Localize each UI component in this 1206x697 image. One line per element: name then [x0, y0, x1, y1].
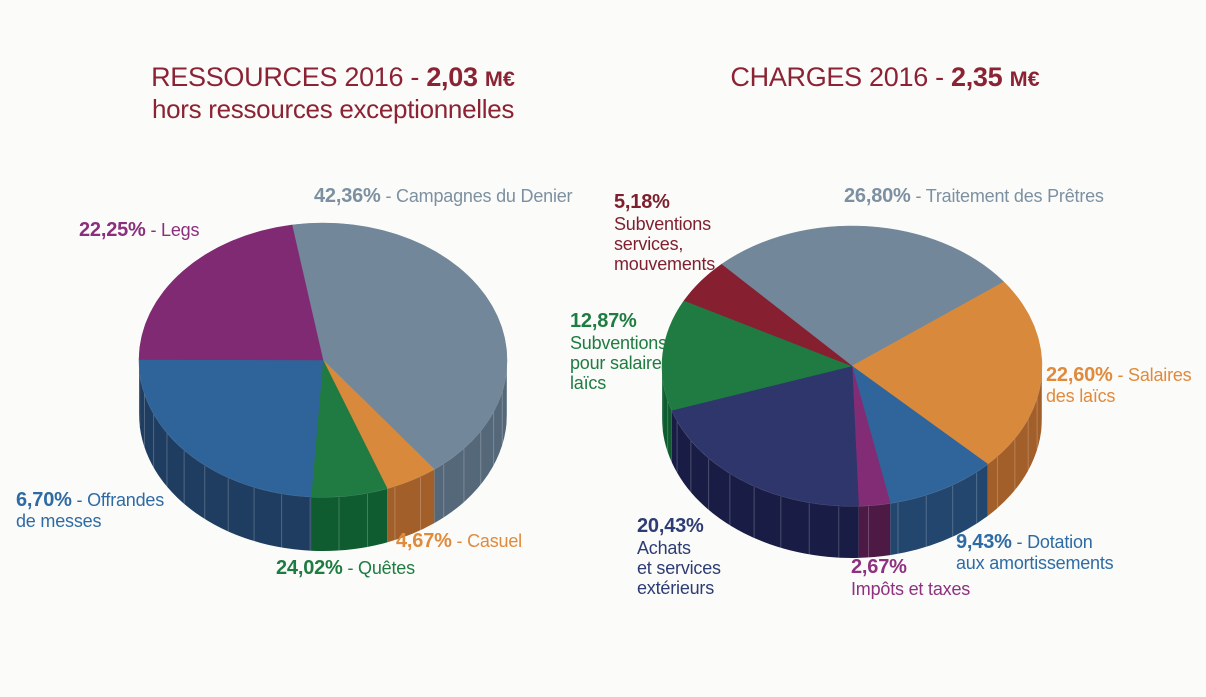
pie-side-salaires-des-laics: [987, 366, 1042, 517]
pie-slice-dotation-aux-amortissements: [851, 365, 989, 504]
label-campagnes-du-denier: 42,36% - Campagnes du Denier: [314, 185, 573, 207]
ressources-total: 2,03: [426, 62, 478, 92]
label-line: 22,60% - Salaires: [1046, 364, 1192, 386]
label-subventions-pour-salaires-laics: 12,87% Subventions pour salaires laïcs: [570, 309, 671, 393]
label-line: extérieurs: [637, 578, 715, 598]
pct-text: 22,25%: [79, 219, 146, 241]
pie-slice-legs: [138, 224, 324, 361]
pie-slice-traitement-des-pretres: [721, 225, 1005, 367]
label-line: Achats: [637, 538, 691, 558]
charges-unit: M€: [1009, 66, 1040, 91]
ressources-pie: [138, 222, 508, 551]
label-line: des laïcs: [1046, 386, 1116, 406]
label-legs: 22,25% - Legs: [79, 220, 199, 241]
label-dotation-aux-amortissements: 9,43% - Dotation aux amortissements: [956, 532, 1114, 574]
label-separator: -: [910, 186, 926, 206]
pct-text: 12,87%: [570, 310, 637, 332]
pie-slice-salaires-des-laics: [851, 281, 1043, 465]
label-line: Subventions: [614, 214, 711, 234]
pie-side-dotation-aux-amortissements: [890, 464, 988, 556]
label-separator: -: [71, 490, 88, 510]
pct-text: 2,67%: [851, 556, 907, 578]
label-text: Salaires: [1128, 365, 1192, 385]
pie-slice-campagnes-du-denier: [291, 222, 508, 470]
pct-text: 20,43%: [637, 515, 704, 537]
pie-side-offrandes-de-messes: [139, 360, 312, 551]
pie-slice-achats-et-services-exterieurs: [671, 365, 859, 507]
ressources-subtitle: hors ressources exceptionnelles: [151, 94, 515, 124]
label-separator: -: [1011, 532, 1028, 552]
ressources-unit: M€: [484, 66, 515, 91]
label-quetes: 24,02% - Quêtes: [276, 558, 415, 579]
label-subventions-services-mouvements: 5,18% Subventions services, mouvements: [614, 190, 715, 274]
charges-title-prefix: CHARGES 2016 -: [730, 62, 944, 92]
label-line: et services: [637, 558, 721, 578]
label-line: aux amortissements: [956, 553, 1114, 573]
label-line: 9,43% - Dotation: [956, 532, 1113, 553]
label-text: Casuel: [467, 531, 522, 551]
label-separator: -: [1112, 365, 1129, 385]
label-text: Legs: [161, 220, 200, 240]
pct-text: 24,02%: [276, 557, 343, 579]
pie-slice-subventions-pour-salaires-laics: [661, 300, 853, 411]
label-separator: -: [342, 558, 359, 578]
label-text: Campagnes du Denier: [396, 186, 573, 206]
ressources-title-prefix: RESSOURCES 2016 -: [151, 62, 420, 92]
pct-text: 6,70%: [16, 489, 72, 511]
pct-text: 26,80%: [844, 185, 911, 207]
pie-side-subventions-pour-salaires-laics: [662, 366, 672, 463]
charges-title-line: CHARGES 2016 - 2,35 M€: [650, 62, 1120, 94]
label-line: pour salaires: [570, 353, 671, 373]
label-text: Quêtes: [358, 558, 415, 578]
label-text: Dotation: [1027, 532, 1093, 552]
label-line: services,: [614, 234, 684, 254]
pie-slice-offrandes-de-messes: [138, 359, 324, 497]
pie-side-campagnes-du-denier: [434, 360, 507, 524]
pie-side-impots-et-taxes: [858, 503, 891, 558]
label-line: laïcs: [570, 373, 607, 393]
label-text: Traitement des Prêtres: [925, 186, 1104, 206]
pct-text: 42,36%: [314, 185, 381, 207]
label-separator: -: [145, 220, 162, 240]
label-line: de messes: [16, 511, 102, 531]
label-line: mouvements: [614, 254, 716, 274]
pie-side-casuel: [387, 469, 435, 543]
charges-total: 2,35: [951, 62, 1003, 92]
label-salaires-des-laics: 22,60% - Salaires des laïcs: [1046, 364, 1192, 407]
ressources-title-line: RESSOURCES 2016 - 2,03 M€: [98, 62, 568, 94]
label-offrandes-de-messes: 6,70% - Offrandes de messes: [16, 490, 164, 532]
label-line: Subventions: [570, 333, 667, 353]
label-traitement-des-pretres: 26,80% - Traitement des Prêtres: [844, 186, 1104, 207]
pct-text: 9,43%: [956, 531, 1012, 553]
pie-slice-subventions-services-mouvements: [683, 263, 853, 367]
pct-text: 4,67%: [396, 530, 452, 552]
pct-text: 5,18%: [614, 191, 670, 213]
label-separator: -: [451, 531, 468, 551]
charges-title: CHARGES 2016 - 2,35 M€: [650, 62, 1120, 94]
pct-text: 22,60%: [1046, 364, 1113, 386]
pie-side-achats-et-services-exterieurs: [671, 410, 859, 558]
label-achats-et-services-exterieurs: 20,43% Achats et services extérieurs: [637, 514, 721, 598]
label-separator: -: [380, 186, 397, 206]
ressources-title: RESSOURCES 2016 - 2,03 M€ hors ressource…: [98, 62, 568, 125]
label-casuel: 4,67% - Casuel: [396, 531, 522, 552]
label-text: Offrandes: [87, 490, 165, 510]
charges-pie: [661, 225, 1043, 558]
label-impots-et-taxes: 2,67% Impôts et taxes: [851, 555, 970, 599]
label-line: Impôts et taxes: [851, 579, 971, 599]
pie-side-quetes: [311, 488, 388, 551]
label-line: 6,70% - Offrandes: [16, 490, 164, 511]
